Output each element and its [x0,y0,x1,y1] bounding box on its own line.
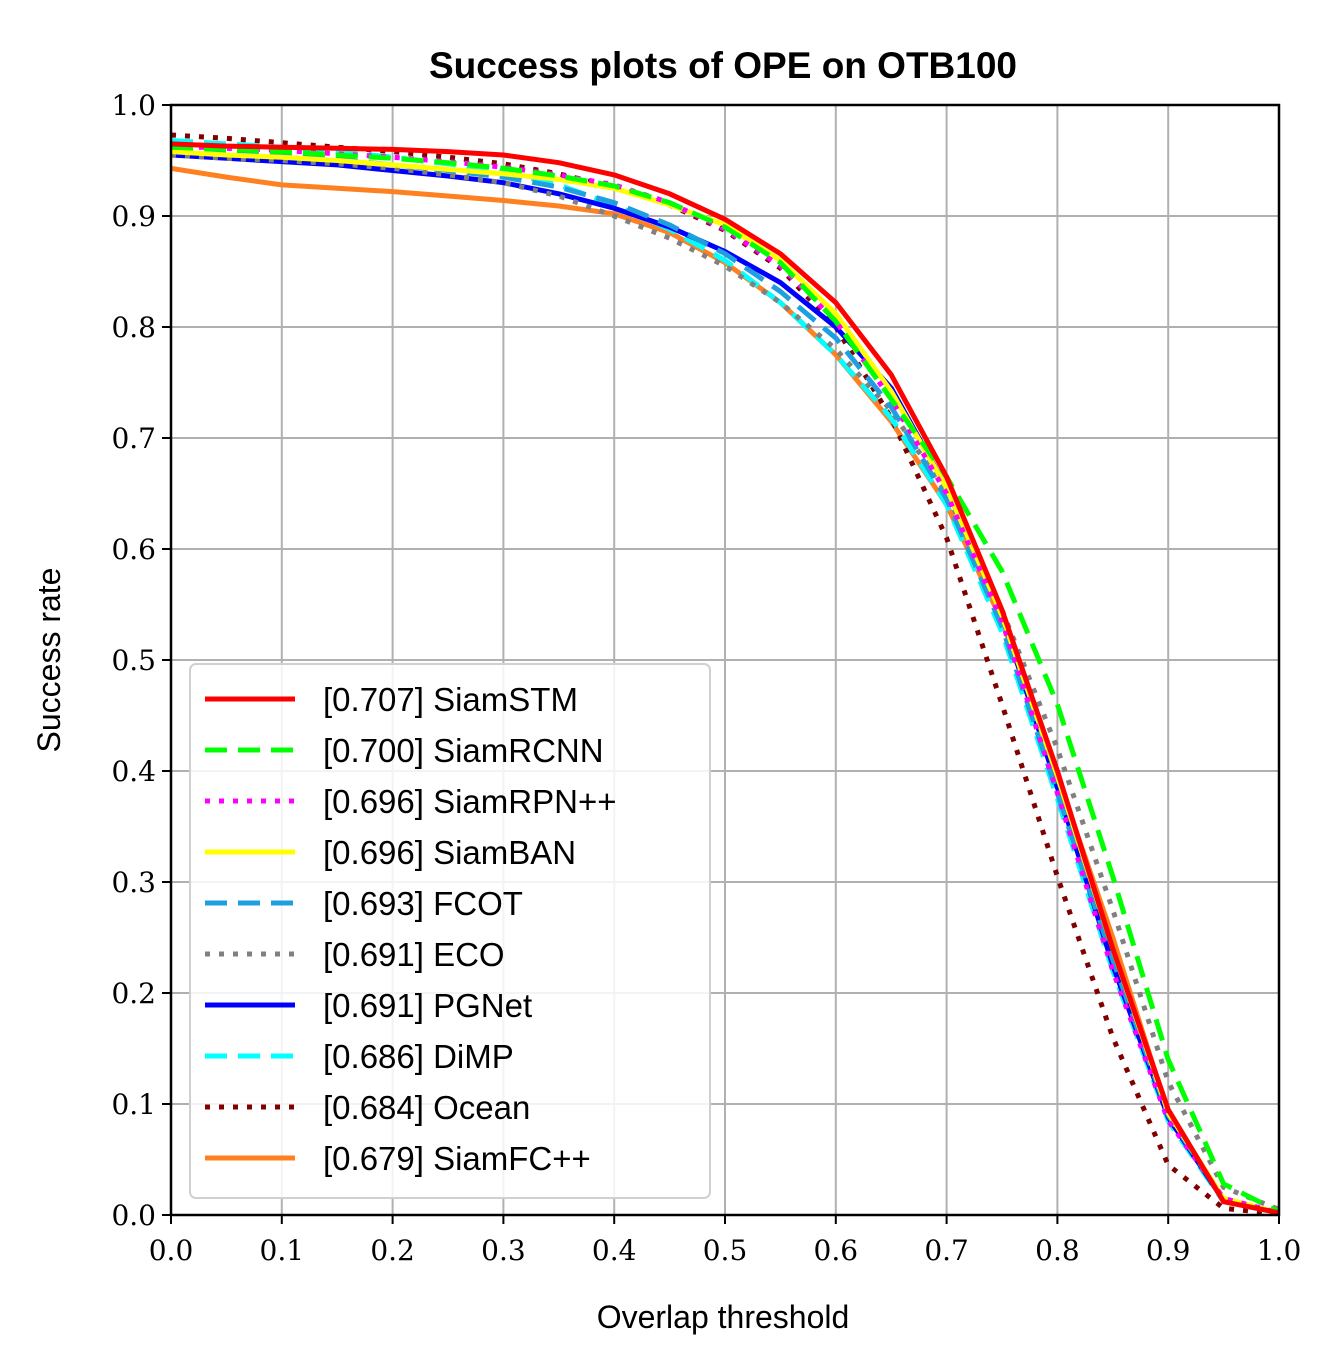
x-tick-label: 1.0 [1257,1234,1302,1267]
y-tick-label: 0.7 [111,422,156,455]
x-tick-label: 0.0 [149,1234,194,1267]
y-tick-label: 0.1 [111,1088,156,1121]
legend-entry-label: [0.686] DiMP [323,1038,514,1075]
series-line-siamrcnn [171,144,1279,1214]
y-tick-label: 0.3 [111,866,156,899]
legend-entry-label: [0.696] SiamRPN++ [323,783,617,820]
legend-entry-label: [0.691] ECO [323,936,505,973]
y-tick-label: 0.2 [111,977,156,1010]
y-tick-label: 0.9 [111,200,156,233]
x-tick-label: 0.4 [592,1234,637,1267]
x-tick-label: 0.5 [703,1234,748,1267]
legend-entry-label: [0.679] SiamFC++ [323,1140,591,1177]
legend-entry-label: [0.696] SiamBAN [323,834,576,871]
legend-entry-label: [0.707] SiamSTM [323,681,578,718]
x-tick-label: 0.6 [814,1234,859,1267]
x-axis-label: Overlap threshold [597,1299,850,1335]
y-axis-label: Success rate [31,568,67,753]
chart-title: Success plots of OPE on OTB100 [429,45,1017,86]
y-tick-label: 0.4 [111,755,156,788]
y-tick-label: 0.0 [111,1199,156,1232]
axis-ticks: 0.0 0.1 0.2 0.3 0.4 0.5 0.6 0.7 0.8 0.9 1.0 0.0 0.1 0… [111,89,1301,1267]
x-tick-label: 0.3 [481,1234,526,1267]
legend: [0.707] SiamSTM [0.700] SiamRCNN [0.696] S… [189,663,711,1199]
y-tick-label: 1.0 [111,89,156,122]
legend-entry-label: [0.700] SiamRCNN [323,732,604,769]
x-tick-label: 0.9 [1146,1234,1191,1267]
x-tick-label: 0.8 [1035,1234,1080,1267]
y-tick-label: 0.6 [111,533,156,566]
series-line-eco [171,152,1279,1212]
plot-lines [171,132,1279,1217]
legend-entry-label: [0.684] Ocean [323,1089,530,1126]
x-tick-label: 0.2 [370,1234,415,1267]
series-line-siamstm [171,141,1279,1216]
legend-entry-label: [0.691] PGNet [323,987,532,1024]
x-tick-label: 0.7 [924,1234,969,1267]
y-tick-label: 0.5 [111,644,156,677]
x-tick-label: 0.1 [260,1234,305,1267]
legend-entry-label: [0.693] FCOT [323,885,523,922]
y-tick-label: 0.8 [111,311,156,344]
legend-box [189,663,711,1199]
